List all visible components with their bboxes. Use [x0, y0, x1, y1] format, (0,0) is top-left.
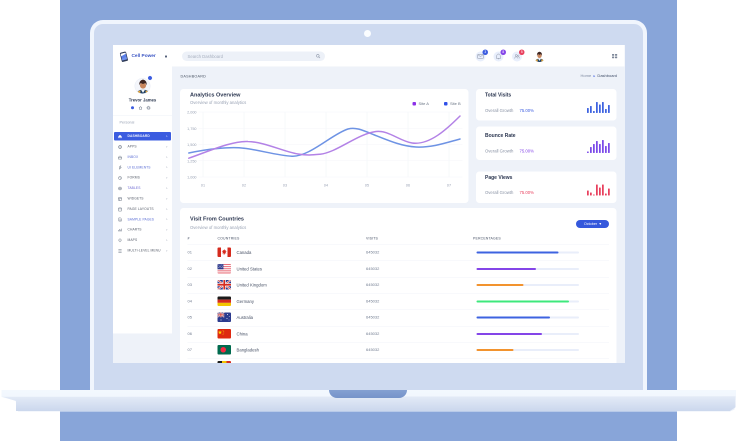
svg-text:01: 01 — [201, 184, 205, 188]
svg-text:1,250: 1,250 — [187, 159, 196, 163]
svg-text:07: 07 — [447, 184, 451, 188]
svg-text:1,750: 1,750 — [187, 127, 196, 131]
svg-text:04: 04 — [324, 184, 328, 188]
svg-text:03: 03 — [283, 184, 287, 188]
svg-text:06: 06 — [406, 184, 410, 188]
svg-text:02: 02 — [242, 184, 246, 188]
svg-text:1,500: 1,500 — [187, 143, 196, 147]
svg-text:05: 05 — [365, 184, 369, 188]
svg-text:2,000: 2,000 — [187, 111, 196, 115]
svg-text:1,000: 1,000 — [187, 176, 196, 180]
